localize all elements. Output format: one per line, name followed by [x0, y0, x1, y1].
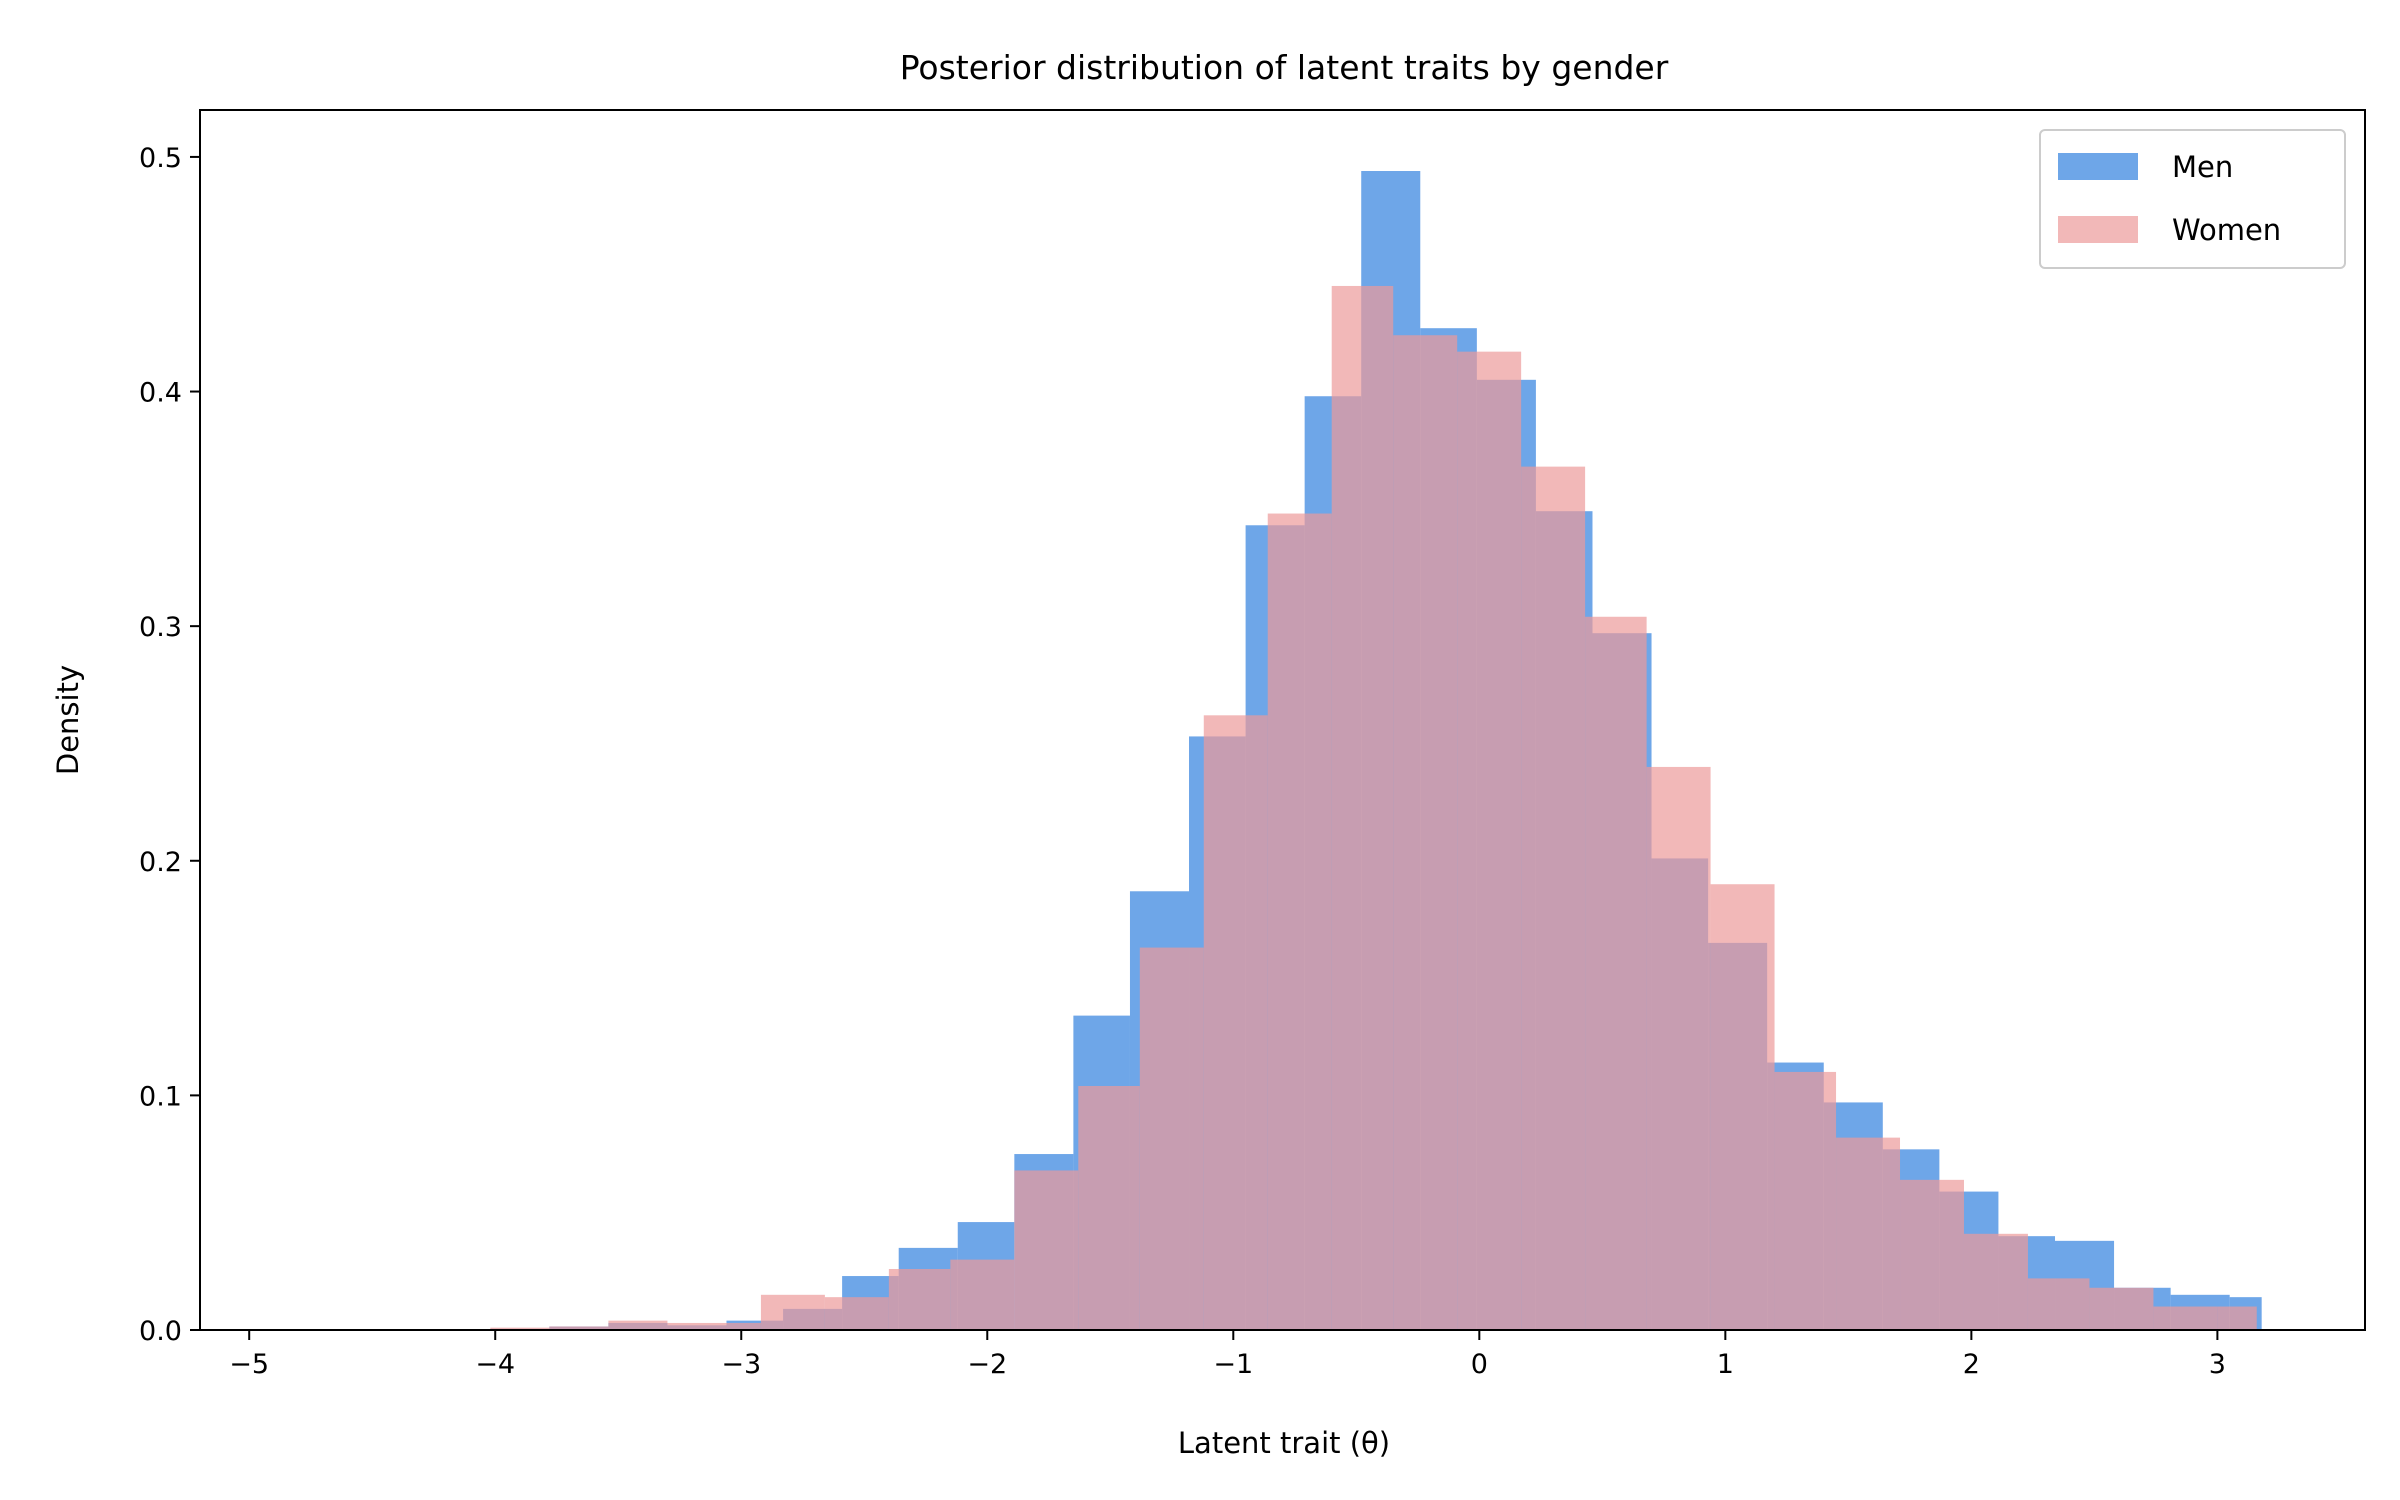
x-tick-label: −1: [1213, 1349, 1253, 1380]
bar-women: [824, 1297, 889, 1330]
bar-women: [490, 1327, 550, 1330]
bar-women: [888, 1269, 951, 1330]
bar-women: [1014, 1170, 1079, 1330]
y-tick-label: 0.5: [139, 143, 182, 174]
y-axis: 0.0 0.1 0.2 0.3 0.4 0.5: [139, 143, 200, 1347]
bar-women: [2089, 1287, 2154, 1330]
bar-women: [760, 1294, 825, 1330]
x-tick-label: −5: [229, 1349, 269, 1380]
x-axis: −5 −4 −3 −2 −1 0 1 2 3: [229, 1330, 2226, 1380]
bar-women: [608, 1320, 668, 1330]
x-axis-label: Latent trait (θ): [1178, 1426, 1390, 1460]
legend: Men Women: [2039, 129, 2346, 269]
y-tick-label: 0.2: [139, 847, 182, 878]
bar-women: [1585, 616, 1647, 1330]
bar-women: [667, 1322, 727, 1330]
y-axis-label: Density: [51, 665, 85, 775]
bar-women: [2027, 1278, 2090, 1330]
bar-women: [1963, 1233, 2028, 1330]
bar-women: [1521, 466, 1586, 1331]
bar-women: [1078, 1086, 1140, 1330]
bar-women: [1267, 513, 1332, 1330]
bar-women: [2153, 1306, 2218, 1330]
plot-frame: [199, 109, 2366, 1331]
bar-women: [1139, 947, 1204, 1330]
x-tick-label: −2: [967, 1349, 1007, 1380]
bar-women: [950, 1259, 1015, 1330]
x-tick-label: 3: [2209, 1349, 2226, 1380]
legend-swatch-women: [2058, 216, 2138, 243]
bar-women: [2217, 1306, 2257, 1330]
bar-women: [549, 1326, 609, 1330]
bar-women: [1331, 285, 1394, 1330]
y-tick-label: 0.0: [139, 1316, 182, 1347]
bar-women: [1646, 766, 1711, 1330]
plot-area: [199, 109, 2366, 1331]
x-tick-label: −3: [721, 1349, 761, 1380]
x-tick-label: 2: [1963, 1349, 1980, 1380]
y-tick-label: 0.1: [139, 1081, 182, 1112]
bar-women: [1457, 351, 1522, 1331]
bar-women: [726, 1322, 761, 1330]
bar-women: [1393, 335, 1458, 1330]
y-tick-label: 0.3: [139, 612, 182, 643]
bar-women: [1203, 715, 1268, 1330]
legend-swatch-men: [2058, 153, 2138, 180]
legend-label-women: Women: [2172, 213, 2281, 247]
x-tick-label: 1: [1717, 1349, 1734, 1380]
bar-women: [1710, 884, 1775, 1330]
series-women: [490, 285, 2257, 1331]
bar-women: [1774, 1071, 1837, 1330]
bar-women: [1900, 1179, 1964, 1330]
y-tick-label: 0.4: [139, 378, 182, 409]
bar-women: [1836, 1137, 1901, 1330]
chart-title: Posterior distribution of latent traits …: [900, 48, 1669, 87]
x-tick-label: 0: [1471, 1349, 1488, 1380]
legend-label-men: Men: [2172, 150, 2233, 184]
x-tick-label: −4: [475, 1349, 515, 1380]
